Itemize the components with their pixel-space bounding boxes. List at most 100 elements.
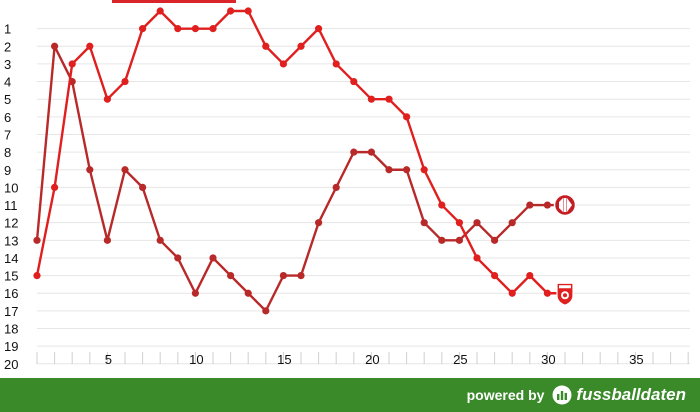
data-point: [191, 289, 199, 297]
data-point: [350, 77, 358, 86]
crest-bar: [563, 198, 567, 213]
data-point: [68, 60, 76, 68]
data-point: [174, 25, 182, 33]
data-point: [385, 95, 393, 103]
data-point: [279, 272, 287, 280]
data-point: [51, 183, 59, 191]
data-point: [209, 254, 217, 262]
y-tick-label: 4: [4, 75, 11, 90]
data-point: [491, 236, 499, 244]
y-tick-label: 12: [4, 216, 18, 231]
data-point: [508, 219, 516, 227]
data-point: [543, 289, 552, 297]
data-point: [508, 289, 516, 297]
data-point: [51, 42, 59, 50]
data-point: [455, 236, 463, 244]
data-point: [315, 219, 323, 227]
data-point: [315, 25, 323, 33]
1fck-crest-icon: [553, 193, 577, 217]
data-point: [262, 307, 270, 315]
data-point: [473, 219, 481, 227]
data-point: [332, 183, 340, 191]
x-tick-label: 5: [105, 352, 112, 367]
chart-series: [33, 7, 565, 315]
footer-bar: powered by fussballdaten: [0, 378, 700, 412]
crest-mark: [559, 198, 563, 213]
data-point: [209, 25, 217, 33]
data-point: [438, 201, 446, 209]
y-tick-label: 17: [4, 304, 18, 319]
data-point: [262, 42, 270, 50]
crest-band: [559, 285, 571, 289]
y-tick-label: 3: [4, 57, 11, 72]
chart-grid: [37, 28, 690, 365]
x-tick-label: 10: [189, 352, 203, 367]
hfc-crest-icon: [556, 282, 574, 306]
data-point: [473, 254, 481, 262]
y-tick-label: 2: [4, 39, 11, 54]
active-tab-indicator: [112, 0, 236, 3]
y-tick-label: 9: [4, 163, 11, 178]
data-point: [543, 201, 552, 209]
y-tick-label: 20: [4, 357, 18, 372]
data-point: [403, 113, 411, 121]
data-point: [227, 7, 235, 15]
data-point: [103, 236, 111, 244]
data-point: [121, 77, 129, 86]
data-point: [86, 166, 94, 174]
fussballdaten-brand: fussballdaten: [576, 385, 686, 404]
y-tick-label: 5: [4, 92, 11, 107]
data-point: [244, 289, 252, 297]
x-tick-label: 30: [541, 352, 555, 367]
data-point: [279, 60, 287, 68]
data-point: [438, 236, 446, 244]
crest-mark: [567, 198, 572, 213]
crest-ball-core: [563, 293, 567, 298]
y-tick-label: 8: [4, 145, 11, 160]
y-tick-label: 18: [4, 322, 18, 337]
data-point: [33, 272, 41, 280]
data-point: [420, 166, 428, 174]
y-tick-label: 19: [4, 339, 18, 354]
y-tick-label: 13: [4, 233, 18, 248]
data-point: [139, 183, 147, 191]
x-tick-label: 15: [277, 352, 291, 367]
y-tick-label: 16: [4, 286, 18, 301]
y-tick-label: 7: [4, 127, 11, 142]
y-tick-label: 14: [4, 251, 18, 266]
fussballdaten-logo-icon: [552, 385, 572, 405]
data-point: [139, 25, 147, 33]
x-axis-ticks: 5 10 15 20 25 30 35: [36, 352, 689, 367]
data-point: [367, 148, 375, 156]
data-point: [420, 219, 428, 227]
x-tick-label: 35: [629, 352, 643, 367]
data-point: [385, 166, 393, 174]
data-point: [332, 60, 340, 68]
y-tick-label: 11: [4, 198, 18, 213]
data-point: [403, 166, 411, 174]
data-point: [121, 166, 129, 174]
data-point: [244, 7, 252, 15]
data-point: [297, 272, 305, 280]
data-point: [33, 236, 41, 244]
x-tick-label: 20: [365, 352, 379, 367]
team-crests: [553, 193, 577, 306]
data-point: [86, 42, 94, 50]
y-tick-label: 15: [4, 269, 18, 284]
data-point: [156, 7, 164, 15]
data-point: [455, 219, 463, 227]
data-point: [367, 95, 375, 103]
data-point: [491, 272, 499, 280]
data-point: [227, 272, 235, 280]
data-point: [297, 42, 305, 50]
y-tick-label: 6: [4, 110, 11, 125]
x-tick-label: 25: [453, 352, 467, 367]
data-point: [174, 254, 182, 262]
y-tick-label: 10: [4, 180, 18, 195]
data-point: [191, 25, 199, 33]
y-tick-label: 1: [4, 22, 11, 37]
data-point: [526, 201, 534, 209]
data-point: [156, 236, 164, 244]
series-line: [35, 45, 565, 313]
data-point: [103, 95, 111, 103]
